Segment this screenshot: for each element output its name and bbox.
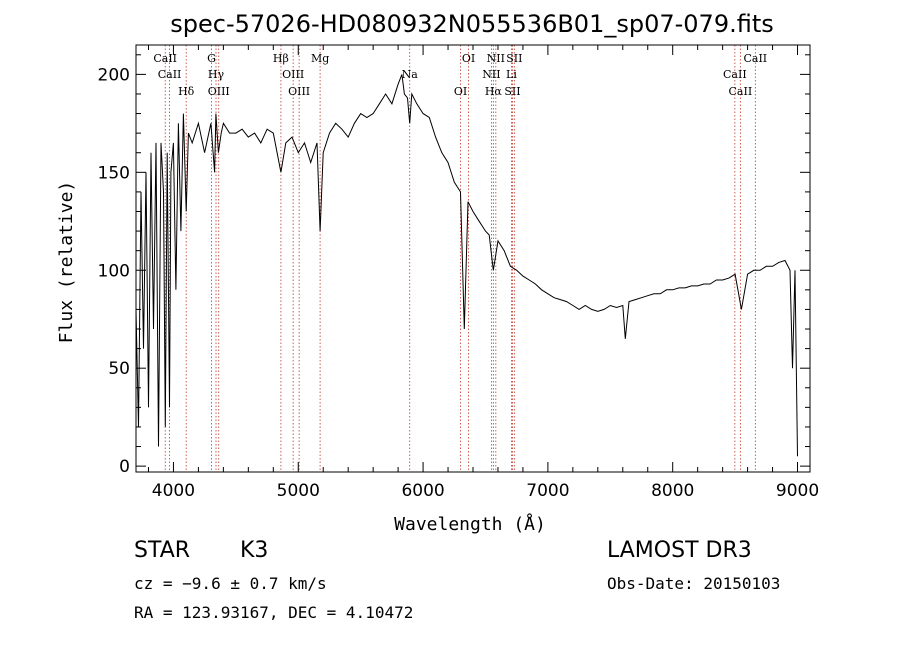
x-axis-ticks: 4000 5000 6000 7000 8000 9000	[147, 45, 819, 501]
emission-line-labels: CaII CaII Hδ G Hγ OIII Hβ OIII OIII Mg Na OI OI NII Hα…	[153, 52, 767, 98]
ra-dec-coordinates: RA = 123.93167, DEC = 4.10472	[134, 603, 414, 622]
line-label: Mg	[311, 52, 329, 65]
line-label: NII	[482, 68, 500, 81]
observation-date: Obs-Date: 20150103	[607, 574, 781, 593]
line-label: Li	[506, 68, 517, 81]
y-tick-label: 150	[98, 163, 130, 183]
line-label: Na	[402, 68, 419, 81]
y-axis-label: Flux (relative)	[56, 181, 77, 344]
line-label: Hα	[485, 85, 503, 98]
line-label: CaII	[729, 85, 753, 98]
line-label: CaII	[153, 52, 177, 65]
spectrum-line	[135, 74, 798, 457]
object-class: STAR	[134, 538, 191, 563]
line-label: Hβ	[273, 52, 289, 65]
plot-frame	[135, 44, 811, 473]
line-label: OIII	[282, 68, 304, 81]
line-label: SII	[504, 85, 520, 98]
x-tick-label: 7000	[526, 481, 569, 501]
x-axis-label: Wavelength (Å)	[394, 513, 546, 535]
line-label: NII	[487, 52, 505, 65]
emission-line-markers	[164, 45, 756, 472]
y-tick-label: 50	[108, 359, 130, 379]
survey-name: LAMOST DR3	[607, 538, 752, 563]
line-label: SII	[506, 52, 522, 65]
line-label: G	[207, 52, 216, 65]
chart-title: spec-57026-HD080932N055536B01_sp07-079.f…	[170, 10, 774, 38]
line-label: CaII	[723, 68, 747, 81]
line-label: Hδ	[178, 85, 195, 98]
line-label: OIII	[288, 85, 310, 98]
x-tick-label: 6000	[401, 481, 444, 501]
line-label: OIII	[208, 85, 230, 98]
x-tick-label: 8000	[651, 481, 694, 501]
y-tick-label: 100	[98, 261, 130, 281]
x-tick-label: 4000	[152, 481, 195, 501]
line-label: CaII	[158, 68, 182, 81]
y-tick-label: 200	[98, 65, 130, 85]
object-subclass: K3	[240, 538, 269, 563]
y-axis-ticks: 0 50 100 150 200	[98, 54, 810, 477]
x-tick-label: 5000	[277, 481, 320, 501]
line-label: Hγ	[208, 68, 225, 81]
redshift-cz: cz = −9.6 ± 0.7 km/s	[134, 574, 327, 593]
x-tick-label: 9000	[776, 481, 819, 501]
y-tick-label: 0	[119, 457, 130, 477]
line-label: OI	[462, 52, 475, 65]
line-label: OI	[454, 85, 467, 98]
line-label: CaII	[743, 52, 767, 65]
